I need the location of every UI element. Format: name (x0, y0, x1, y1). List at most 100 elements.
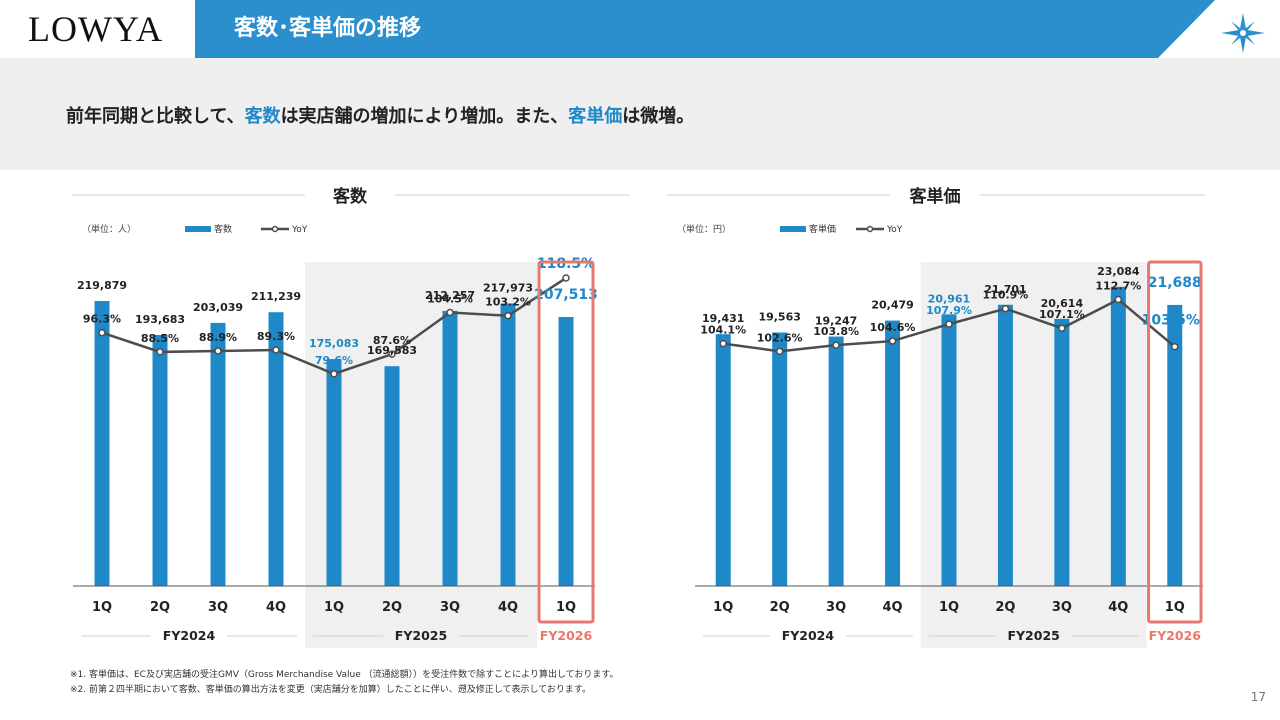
summary-part-2: は実店舗の増加により増加。また、 (280, 106, 569, 127)
bar-1 (152, 334, 168, 586)
yoy-point-3 (272, 346, 280, 354)
customers-chart: 客数 （単位：人） 客数 YoY 219,879 193,683 203,039 211,23… (72, 186, 630, 648)
page-number: 17 (1250, 690, 1266, 704)
yoy-label-6: 104.5% (427, 293, 473, 306)
yoy-point-5 (1001, 304, 1010, 313)
footnotes: ※1. 客単価は、EC及び実店舗の受注GMV（Gross Merchandise… (70, 668, 619, 698)
bar-label-6: 212,257 (425, 289, 475, 302)
bar-label-2: 203,039 (193, 301, 243, 314)
bar-5 (997, 304, 1013, 586)
page-title: 客数･客単価の推移 (234, 16, 422, 41)
category-label-3: 4Q (883, 600, 903, 615)
category-label-6: 3Q (1052, 600, 1072, 615)
bar-label-3: 20,479 (871, 299, 913, 312)
yoy-label-1: 102.6% (757, 331, 803, 344)
fiscal-year-label-1: FY2025 (1007, 628, 1059, 643)
category-label-1: 2Q (150, 600, 170, 615)
legend-bar-label: 客単価 (809, 223, 836, 235)
bar-2 (210, 322, 226, 586)
bar-label-8: 21,688 (1148, 275, 1202, 291)
bar-7 (500, 303, 516, 586)
focus-box (537, 260, 595, 624)
footnote-2: ※2. 前第２四半期において客数、客単価の算出方法を変更（実店舗分を加算）したこ… (70, 685, 592, 695)
footnote-1: ※1. 客単価は、EC及び実店舗の受注GMV（Gross Merchandise… (70, 670, 619, 680)
yoy-point-0 (98, 328, 106, 337)
category-label-2: 3Q (826, 600, 846, 615)
yoy-point-2 (832, 341, 840, 349)
fy2025-shaded-area (920, 262, 1147, 648)
yoy-label-3: 104.6% (870, 321, 916, 334)
legend-line-marker (271, 225, 279, 233)
yoy-point-0 (719, 339, 727, 348)
category-label-7: 4Q (1108, 600, 1128, 615)
category-label-5: 2Q (995, 600, 1015, 615)
bar-label-5: 21,701 (984, 283, 1026, 296)
bar-8 (558, 317, 574, 586)
bar-label-4: 175,083 (309, 337, 359, 350)
yoy-label-7: 103.2% (485, 296, 531, 309)
category-label-2: 3Q (208, 600, 228, 615)
bar-8 (1167, 304, 1183, 586)
yoy-point-6 (1058, 324, 1066, 332)
category-label-5: 2Q (382, 600, 402, 615)
bar-7 (1110, 286, 1126, 586)
yoy-label-4: 79.6% (315, 354, 353, 367)
category-label-3: 4Q (266, 600, 286, 615)
title-bar-shape (195, 0, 1215, 58)
legend-bar-swatch (185, 226, 211, 232)
yoy-point-8 (562, 274, 570, 282)
bar-label-7: 217,973 (483, 282, 533, 295)
category-label-8: 1Q (1165, 600, 1185, 615)
unit-price-chart: 客単価 （単位：円） 客単価 YoY 19,431 19,563 19,247 20,479 2… (667, 186, 1205, 648)
bar-label-7: 23,084 (1097, 265, 1140, 278)
bar-0 (94, 301, 110, 586)
bar-6 (442, 310, 458, 586)
fiscal-year-label-1: FY2025 (395, 628, 447, 643)
unit-label: （単位：人） (82, 223, 136, 235)
fy2025-shaded-area (305, 262, 537, 648)
category-label-0: 1Q (713, 600, 733, 615)
bar-6 (1054, 318, 1070, 586)
summary-part-3: は微増。 (622, 106, 695, 127)
bar-5 (384, 366, 400, 586)
yoy-point-8 (1171, 342, 1179, 351)
yoy-label-4: 107.9% (926, 304, 972, 317)
yoy-label-8: 103.5% (1142, 313, 1200, 329)
fiscal-year-label-2: FY2026 (540, 628, 593, 643)
summary-highlight-unit-price: 客単価 (568, 106, 623, 127)
summary-banner: 前年同期と比較して、客数は実店舗の増加により増加。また、客単価は微増。 (0, 58, 1280, 170)
bar-label-0: 219,879 (77, 279, 127, 292)
unit-label: （単位：円） (677, 223, 731, 235)
category-label-4: 1Q (939, 600, 959, 615)
header: LOWYA 客数･客単価の推移 (0, 0, 1280, 58)
yoy-point-1 (775, 347, 784, 356)
chart-title: 客数 (332, 186, 368, 207)
fiscal-year-label-2: FY2026 (1149, 628, 1202, 643)
legend-line-label: YoY (886, 225, 903, 235)
bar-2 (828, 336, 844, 586)
bar-label-4: 20,961 (928, 292, 970, 305)
focus-box (1147, 260, 1203, 624)
bar-4 (326, 359, 342, 586)
yoy-point-4 (330, 370, 338, 378)
yoy-point-7 (504, 311, 512, 320)
yoy-point-5 (388, 350, 396, 358)
yoy-label-3: 89.3% (257, 330, 295, 343)
legend-line-marker (866, 225, 874, 233)
yoy-point-7 (1114, 295, 1123, 304)
bar-label-6: 20,614 (1041, 297, 1084, 310)
category-label-1: 2Q (770, 600, 790, 615)
yoy-label-8: 118.5% (537, 256, 595, 272)
bar-4 (941, 314, 957, 586)
bar-3 (268, 312, 284, 586)
bar-label-8: 207,513 (534, 287, 598, 303)
bar-label-0: 19,431 (702, 312, 744, 325)
yoy-point-3 (888, 337, 897, 345)
yoy-point-4 (945, 320, 953, 328)
fiscal-year-label-0: FY2024 (163, 628, 216, 643)
bar-3 (885, 320, 901, 586)
legend-bar-swatch (780, 226, 806, 232)
bar-label-1: 19,563 (758, 310, 800, 323)
category-label-8: 1Q (556, 600, 576, 615)
yoy-point-1 (156, 348, 164, 356)
